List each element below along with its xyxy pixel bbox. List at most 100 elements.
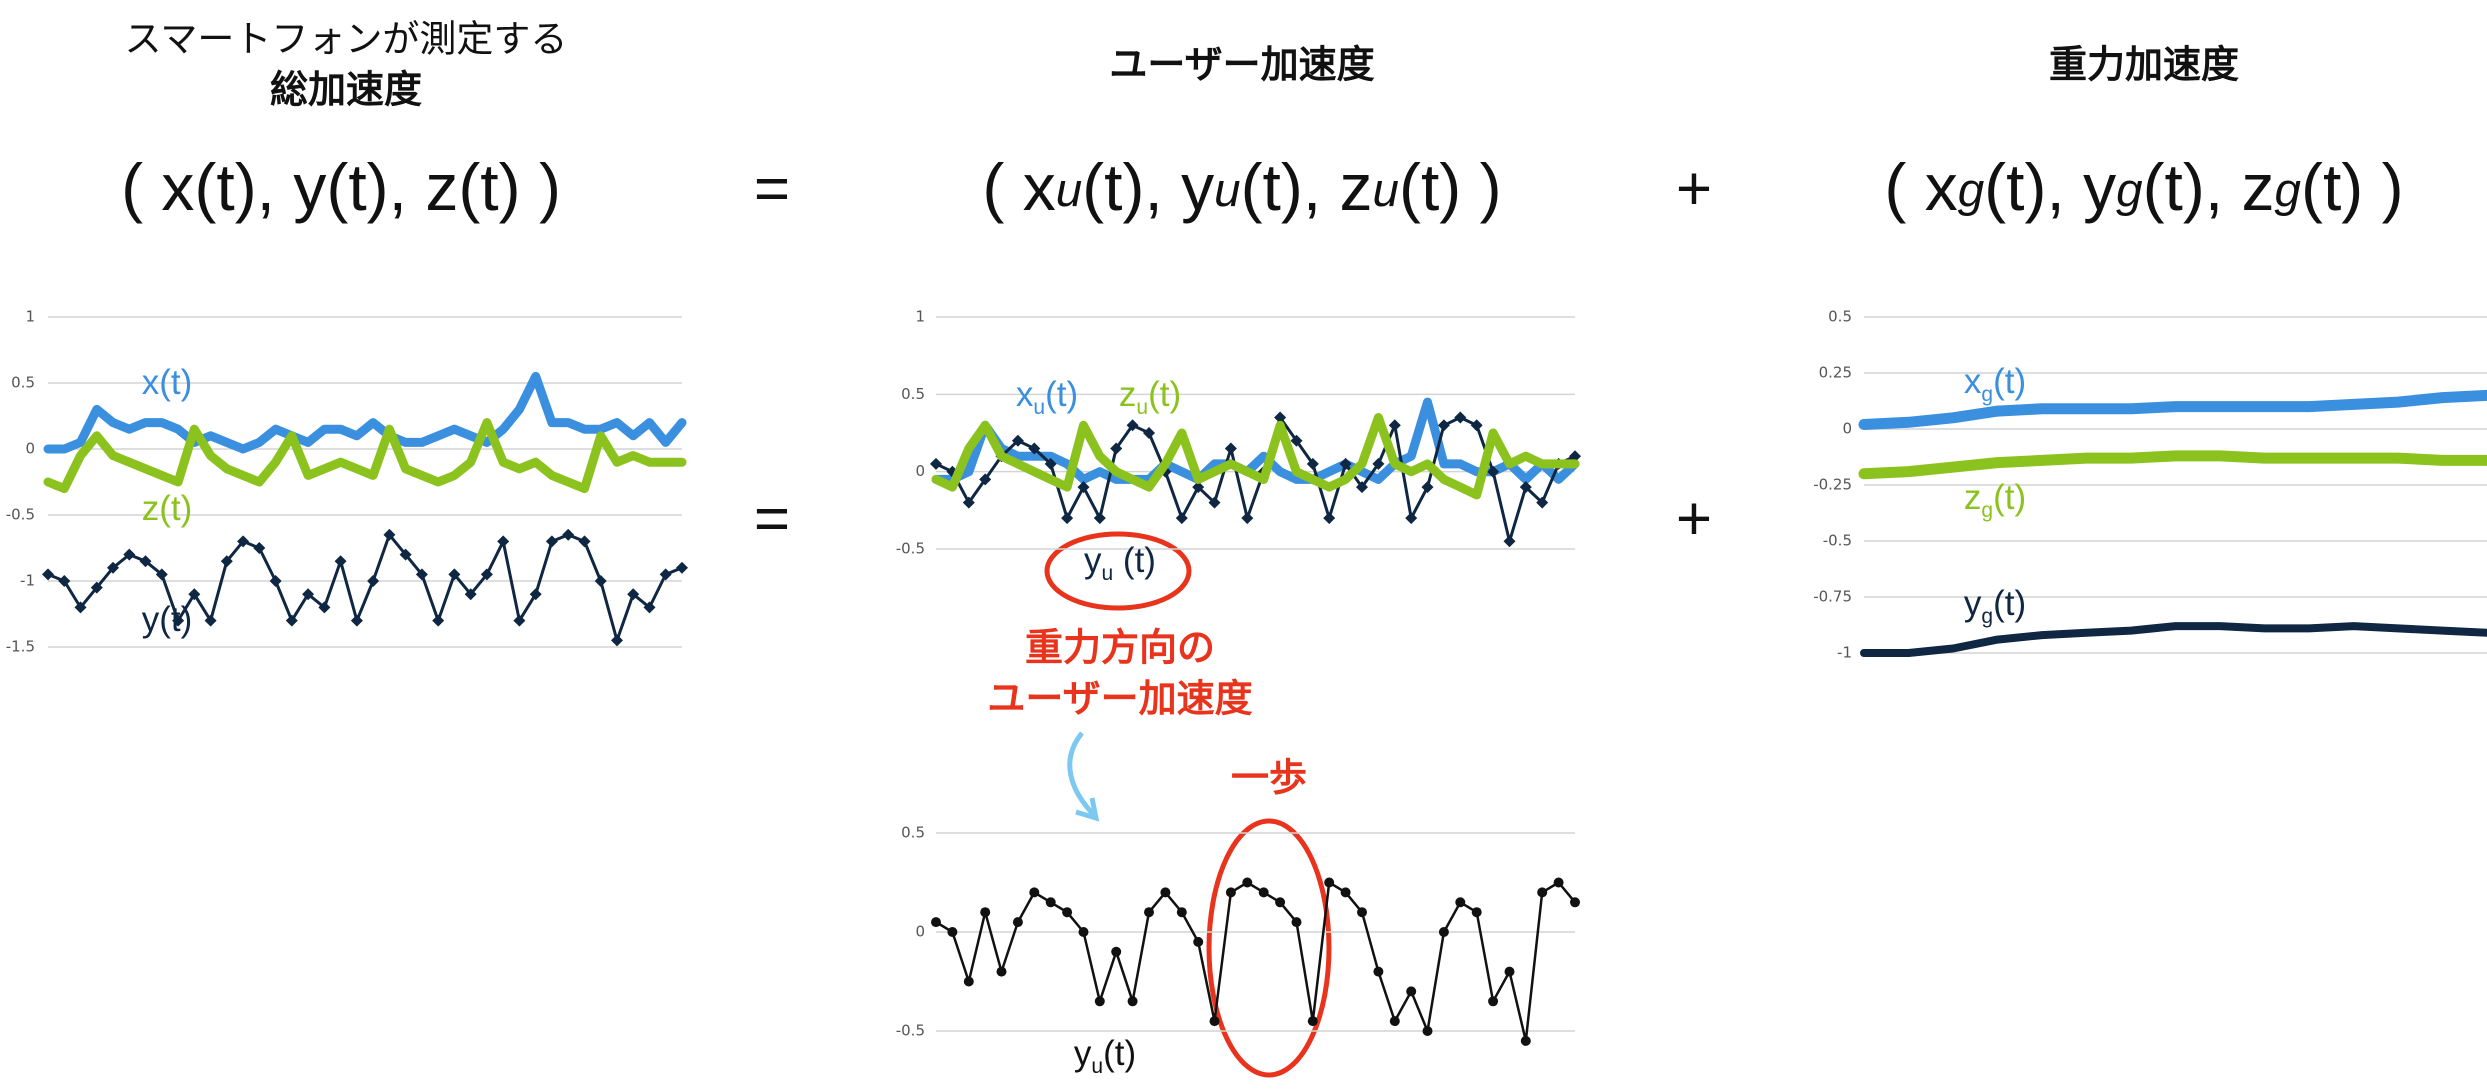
y-tick-label: -0.5 [1823, 532, 1852, 550]
text-part: x(t) [142, 363, 193, 402]
y-tick-label: -1.5 [6, 638, 35, 656]
y-tick-label: -0.5 [896, 540, 925, 558]
text-part: (t) ) [1399, 150, 1502, 224]
text-part: ( x [982, 150, 1055, 224]
chart: 0.50.250-0.25-0.5-0.75-1xg(t)zg(t)yg(t) [1813, 308, 2487, 662]
text-part: u [1033, 396, 1045, 419]
text-part: z [1964, 478, 1982, 517]
y-tick-label: 0.5 [901, 385, 925, 403]
y-tick-label: 0 [915, 462, 925, 480]
y-tick-label: 0.5 [1828, 308, 1852, 326]
series-label: z(t) [142, 489, 193, 528]
annotation: 重力方向の [1025, 626, 1215, 670]
operator: + [1676, 484, 1712, 553]
title-line: スマートフォンが測定する [125, 18, 568, 61]
arrow [1067, 731, 1096, 817]
text-part: u [1102, 562, 1114, 585]
series-line [1860, 622, 2487, 657]
text-part: (t), y [1984, 150, 2116, 224]
text-part: u [1091, 1055, 1103, 1078]
text-part: z(t) [142, 489, 193, 528]
text-part: y [1084, 541, 1102, 580]
text-part: g [1981, 605, 1993, 628]
y-tick-label: 0 [25, 440, 35, 458]
text-part: (t) ) [2301, 150, 2404, 224]
title: 重力加速度 [2049, 43, 2239, 87]
title: ユーザー加速度 [1109, 43, 1374, 87]
formula: ( x(t), y(t), z(t) ) [121, 150, 561, 224]
series-line [931, 877, 1580, 1046]
series-label: y(t) [142, 600, 193, 639]
y-tick-label: 0.5 [901, 824, 925, 842]
title-line: 総加速度 [270, 68, 422, 112]
series-label: xu(t) [1016, 375, 1078, 419]
series-label: zg(t) [1964, 478, 2026, 522]
text-part: z [1119, 375, 1137, 414]
y-tick-label: 0.25 [1819, 364, 1852, 382]
y-tick-label: -0.5 [6, 506, 35, 524]
text-part: (t), y [1082, 150, 1214, 224]
series-label: yg(t) [1964, 584, 2026, 628]
y-tick-label: -1 [1837, 644, 1852, 662]
annotation: ユーザー加速度 [987, 677, 1252, 721]
y-tick-label: 0.5 [11, 374, 35, 392]
series-line [43, 371, 687, 454]
chart: 10.50-0.5xu(t)yu (t)zu(t) [896, 308, 1581, 585]
text-part: g [1981, 383, 1993, 406]
text-part: u [1136, 396, 1148, 419]
series-line [1858, 389, 2487, 430]
operator: + [1676, 154, 1712, 223]
chart: 1 0.5 0 -0.5 -1 -1.5 x(t) z(t) y(t) [6, 308, 688, 656]
text-part: u [1373, 164, 1399, 217]
formula: ( xu(t), yu(t), zu(t) ) [982, 150, 1501, 224]
text-part: (t), z [1241, 150, 1373, 224]
series-label: zu(t) [1119, 375, 1181, 419]
series-line [930, 411, 1581, 548]
series-label: yu (t) [1084, 541, 1156, 585]
text-part: (t) [1993, 584, 2026, 623]
text-part: (t) [1148, 375, 1181, 414]
series-label: yu(t) [1074, 1034, 1136, 1078]
text-part: (t), z [2143, 150, 2275, 224]
operator: = [754, 484, 790, 553]
text-part: (t) [1113, 541, 1156, 580]
text-part: g [1981, 499, 1993, 522]
y-tick-label: 0 [915, 923, 925, 941]
text-part: u [1214, 164, 1240, 217]
y-tick-label: 1 [915, 308, 925, 326]
text-part: u [1056, 164, 1082, 217]
series-label: xg(t) [1964, 362, 2026, 406]
y-tick-label: 0 [1842, 420, 1852, 438]
formula: ( xg(t), yg(t), zg(t) ) [1884, 150, 2403, 224]
text-part: g [2275, 164, 2302, 217]
y-tick-label: -0.75 [1813, 588, 1852, 606]
y-tick-label: -1 [20, 572, 35, 590]
arrow-head [1075, 797, 1100, 822]
highlight [1206, 818, 1332, 1078]
y-tick-label: -0.5 [896, 1022, 925, 1040]
chart: 0.5 0 -0.5 yu(t) [896, 824, 1580, 1078]
text-part: g [1958, 164, 1985, 217]
y-tick-label: 1 [25, 308, 35, 326]
text-part: y(t) [142, 600, 193, 639]
series-line [43, 418, 687, 494]
text-part: ( x(t), y(t), z(t) ) [121, 150, 561, 224]
charts: 10.50-0.5-1-1.5x(t)z(t)y(t)10.50-0.5xu(t… [6, 308, 2487, 1078]
text-part: g [2116, 164, 2143, 217]
text-part: y [1074, 1034, 1092, 1073]
text-part: (t) [1993, 362, 2026, 401]
series-line [42, 528, 688, 647]
series-label: x(t) [142, 363, 193, 402]
text-part: y [1964, 584, 1982, 623]
y-tick-label: -0.25 [1813, 476, 1852, 494]
text-part: x [1016, 375, 1034, 414]
series-line [1858, 450, 2487, 480]
text-part: (t) [1103, 1034, 1136, 1073]
annotation: 一歩 [1231, 756, 1307, 800]
series-line [931, 413, 1580, 500]
operator: = [754, 154, 790, 223]
text-part: (t) [1993, 478, 2026, 517]
text-part: x [1964, 362, 1982, 401]
text-part: ( x [1884, 150, 1957, 224]
